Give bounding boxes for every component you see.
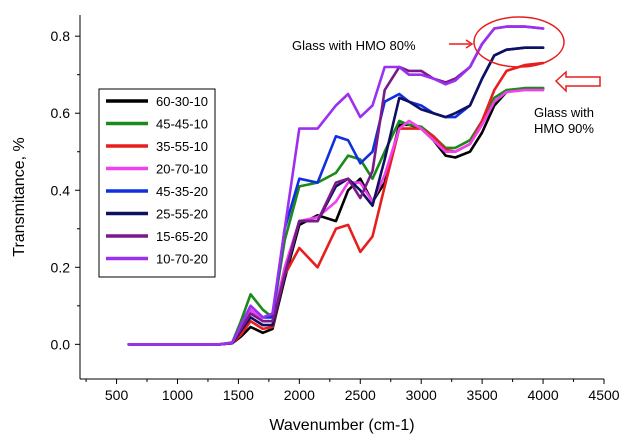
- legend-label-25-55-20: 25-55-20: [156, 207, 208, 222]
- x-ticks: 500 1000 1500 2000 2500 3000 3500 4000 4500: [85, 379, 620, 403]
- y-tick-label: 0.8: [51, 28, 71, 44]
- y-tick-label: 0.2: [51, 259, 71, 275]
- x-tick-label: 500: [105, 387, 129, 403]
- x-tick-label: 4000: [527, 387, 558, 403]
- highlight-ellipse: [473, 16, 565, 68]
- y-tick-label: 0.6: [51, 105, 71, 121]
- y-tick-label: 0.4: [51, 182, 71, 198]
- y-tick-label: 0.0: [51, 336, 71, 352]
- x-tick-label: 2000: [284, 387, 315, 403]
- legend-label-45-35-20: 45-35-20: [156, 184, 208, 199]
- x-tick-label: 2500: [345, 387, 376, 403]
- x-tick-label: 3500: [467, 387, 498, 403]
- legend-label-20-70-10: 20-70-10: [156, 162, 208, 177]
- x-tick-label: 1500: [223, 387, 254, 403]
- legend-label-15-65-20: 15-65-20: [156, 229, 208, 244]
- legend-box: [98, 88, 216, 278]
- annotation-hmo-90-line1: Glass with: [534, 105, 594, 120]
- legend-label-10-70-20: 10-70-20: [156, 252, 208, 267]
- legend-label-45-45-10: 45-45-10: [156, 117, 208, 132]
- legend-label-60-30-10: 60-30-10: [156, 94, 208, 109]
- legend-label-35-55-10: 35-55-10: [156, 139, 208, 154]
- series-lines: [127, 25, 545, 346]
- x-tick-label: 3000: [406, 387, 437, 403]
- legend: 60-30-10 45-45-10 35-55-10 20-70-10 45-35-20…: [98, 88, 216, 278]
- x-tick-label: 1000: [162, 387, 193, 403]
- annotation-hmo-80: Glass with HMO 80%: [292, 38, 416, 53]
- y-ticks: 0.0 0.2 0.4 0.6 0.8: [51, 28, 80, 352]
- y-axis-title: Transmitance, %: [11, 137, 28, 256]
- annotation-arrow-90: [554, 70, 601, 93]
- series-line-10-70-20: [127, 25, 545, 346]
- annotation-hmo-90-line2: HMO 90%: [534, 121, 594, 136]
- x-axis-title: Wavenumber (cm-1): [269, 417, 414, 434]
- annotation-arrowhead-80: [465, 39, 474, 49]
- x-tick-label: 4500: [588, 387, 619, 403]
